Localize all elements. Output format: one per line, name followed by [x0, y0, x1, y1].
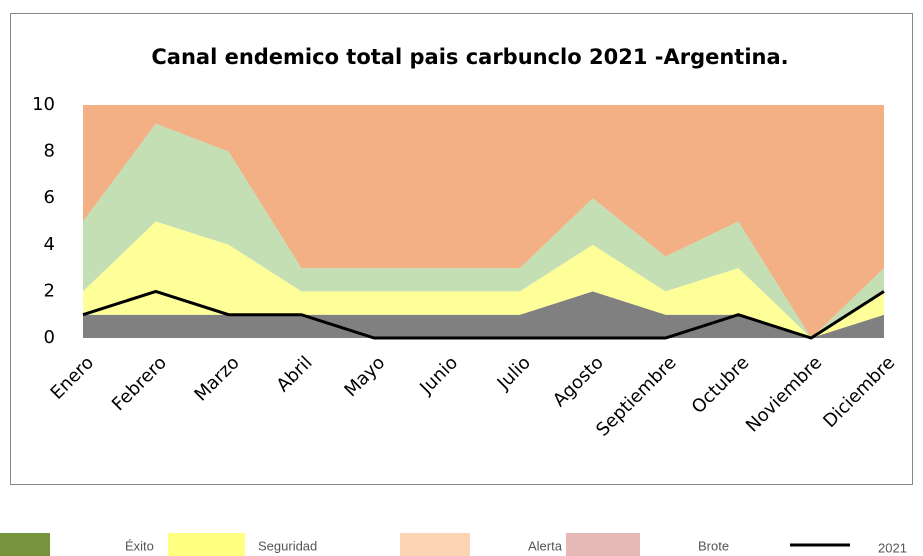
y-tick-label: 2 [44, 280, 55, 301]
line [82, 289, 885, 340]
y-tick-label: 4 [44, 234, 55, 255]
legend-label: Brote [698, 538, 729, 553]
area [83, 221, 884, 338]
area [83, 123, 884, 338]
legend-label: Seguridad [258, 538, 317, 553]
area [83, 105, 884, 338]
legend-swatch [0, 533, 50, 556]
chart-title: Canal endemico total pais carbunclo 2021… [151, 45, 788, 69]
y-tick-label: 10 [32, 94, 55, 115]
legend-label: Alerta [528, 538, 563, 553]
legend-swatch [400, 533, 470, 556]
legend-swatch [566, 533, 640, 556]
y-tick-label: 6 [44, 187, 55, 208]
legend-label: Éxito [125, 538, 154, 553]
legend-swatch [168, 533, 245, 556]
legend-label: 2021 [878, 540, 907, 555]
y-tick-label: 0 [44, 327, 55, 348]
y-tick-label: 8 [44, 141, 55, 162]
